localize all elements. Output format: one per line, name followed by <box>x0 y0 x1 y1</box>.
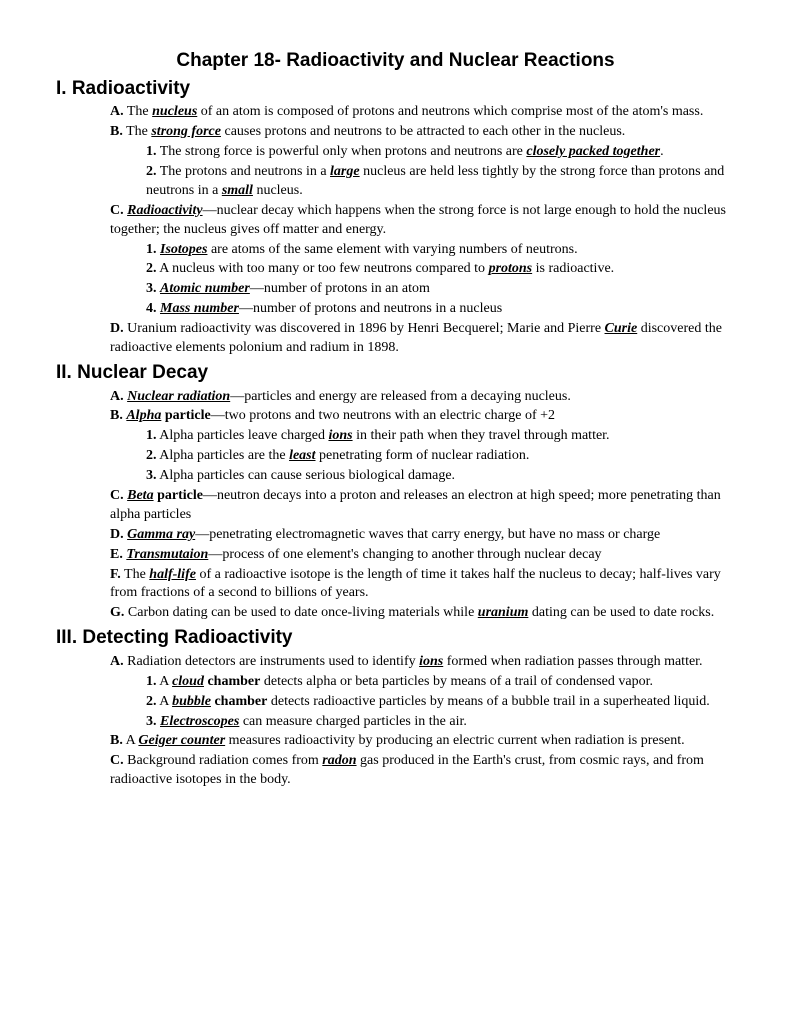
s1-C: C. Radioactivity—nuclear decay which hap… <box>110 202 735 240</box>
s1-C-2: 2. A nucleus with too many or too few ne… <box>146 260 735 279</box>
s2-B-3: 3. Alpha particles can cause serious bio… <box>146 467 735 486</box>
page-title: Chapter 18- Radioactivity and Nuclear Re… <box>56 48 735 74</box>
s1-B-2: 2. The protons and neutrons in a large n… <box>146 163 735 201</box>
s2-D: D. Gamma ray—penetrating electromagnetic… <box>110 526 735 545</box>
s2-F: F. The half-life of a radioactive isotop… <box>110 566 735 604</box>
s1-B: B. The strong force causes protons and n… <box>110 123 735 142</box>
s2-B: B. Alpha particle—two protons and two ne… <box>110 407 735 426</box>
s2-A: A. Nuclear radiation—particles and energ… <box>110 388 735 407</box>
s1-A: A. The nucleus of an atom is composed of… <box>110 103 735 122</box>
s2-E: E. Transmutaion—process of one element's… <box>110 546 735 565</box>
s1-C-3: 3. Atomic number—number of protons in an… <box>146 280 735 299</box>
s1-D: D. Uranium radioactivity was discovered … <box>110 320 735 358</box>
s3-A: A. Radiation detectors are instruments u… <box>110 653 735 672</box>
s3-A-3: 3. Electroscopes can measure charged par… <box>146 713 735 732</box>
s3-A-2: 2. A bubble chamber detects radioactive … <box>146 693 735 712</box>
s2-B-2: 2. Alpha particles are the least penetra… <box>146 447 735 466</box>
s1-C-4: 4. Mass number—number of protons and neu… <box>146 300 735 319</box>
s2-G: G. Carbon dating can be used to date onc… <box>110 604 735 623</box>
s1-B-1: 1. The strong force is powerful only whe… <box>146 143 735 162</box>
s1-C-1: 1. Isotopes are atoms of the same elemen… <box>146 241 735 260</box>
s3-C: C. Background radiation comes from radon… <box>110 752 735 790</box>
s2-C: C. Beta particle—neutron decays into a p… <box>110 487 735 525</box>
section-1-title: I. Radioactivity <box>56 76 735 102</box>
s2-B-1: 1. Alpha particles leave charged ions in… <box>146 427 735 446</box>
s3-B: B. A Geiger counter measures radioactivi… <box>110 732 735 751</box>
section-2-title: II. Nuclear Decay <box>56 360 735 386</box>
s3-A-1: 1. A cloud chamber detects alpha or beta… <box>146 673 735 692</box>
section-3-title: III. Detecting Radioactivity <box>56 625 735 651</box>
